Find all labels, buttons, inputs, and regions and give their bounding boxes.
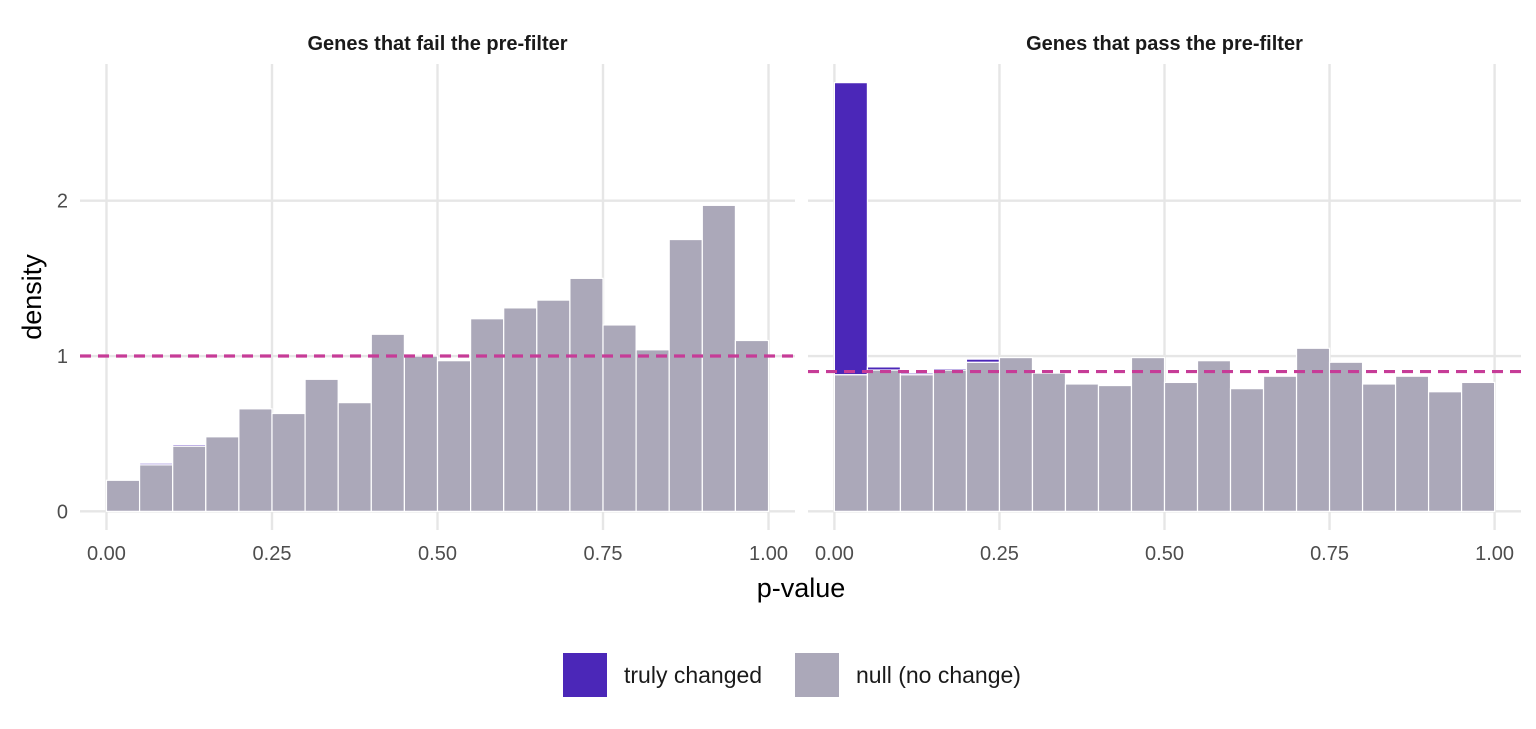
y-axis-title: density bbox=[17, 254, 47, 340]
changed-bar bbox=[932, 367, 968, 371]
x-tick-label: 0.25 bbox=[253, 543, 292, 565]
x-tick-label: 0.50 bbox=[418, 543, 457, 565]
legend-label: truly changed bbox=[624, 662, 762, 688]
changed-bar bbox=[833, 82, 869, 376]
null-bar bbox=[172, 445, 207, 512]
legend-swatch bbox=[563, 653, 607, 697]
null-bar bbox=[734, 339, 770, 512]
null-bar bbox=[370, 333, 405, 512]
null-bar bbox=[668, 238, 703, 512]
changed-bar bbox=[866, 366, 902, 371]
null-bar bbox=[701, 204, 737, 512]
null-bar bbox=[1361, 383, 1397, 512]
y-tick-label: 1 bbox=[57, 346, 68, 368]
null-bar bbox=[965, 361, 1001, 512]
legend-swatch bbox=[795, 653, 839, 697]
null-bar bbox=[205, 436, 240, 512]
x-axis-title: p-value bbox=[757, 573, 846, 603]
x-tick-label: 0.25 bbox=[980, 543, 1019, 565]
null-bar bbox=[1163, 381, 1199, 512]
legend-label: null (no change) bbox=[856, 662, 1021, 688]
null-bar bbox=[1460, 381, 1496, 512]
null-bar bbox=[470, 318, 505, 512]
null-bar bbox=[337, 402, 372, 512]
null-bar bbox=[1031, 372, 1067, 512]
null-bar bbox=[271, 412, 306, 512]
panel-title: Genes that fail the pre-filter bbox=[307, 33, 567, 55]
null-bar bbox=[932, 369, 968, 512]
x-tick-label: 1.00 bbox=[1475, 543, 1514, 565]
x-tick-label: 0.75 bbox=[584, 543, 623, 565]
null-bar bbox=[1229, 388, 1265, 512]
null-bar bbox=[503, 307, 538, 512]
null-bar bbox=[1394, 375, 1430, 512]
null-bar bbox=[635, 349, 670, 512]
y-tick-label: 2 bbox=[57, 191, 68, 213]
null-bar bbox=[138, 464, 174, 512]
null-bar bbox=[1130, 356, 1166, 512]
x-tick-label: 0.00 bbox=[87, 543, 126, 565]
null-bar bbox=[105, 479, 141, 512]
null-bar bbox=[436, 360, 472, 512]
null-bar bbox=[1097, 384, 1133, 512]
null-bar bbox=[304, 378, 339, 512]
null-bar bbox=[238, 408, 273, 512]
null-bar bbox=[998, 356, 1034, 512]
x-tick-label: 0.00 bbox=[815, 543, 854, 565]
null-bar bbox=[536, 299, 571, 512]
changed-bar bbox=[172, 443, 207, 447]
changed-bar bbox=[138, 462, 174, 466]
null-bar bbox=[866, 369, 902, 512]
null-bar bbox=[1328, 361, 1364, 512]
null-bar bbox=[1262, 375, 1298, 512]
changed-bar bbox=[899, 372, 935, 376]
null-bar bbox=[1064, 383, 1100, 512]
y-tick-label: 0 bbox=[57, 501, 68, 523]
x-tick-label: 0.50 bbox=[1145, 543, 1184, 565]
null-bar bbox=[833, 374, 869, 512]
panel-title: Genes that pass the pre-filter bbox=[1026, 33, 1303, 55]
null-bar bbox=[403, 355, 439, 512]
null-bar bbox=[1196, 360, 1232, 512]
null-bar bbox=[899, 374, 935, 512]
null-bar bbox=[602, 324, 637, 512]
null-bar bbox=[1427, 391, 1463, 512]
changed-bar bbox=[965, 358, 1001, 363]
null-bar bbox=[569, 277, 604, 512]
x-tick-label: 1.00 bbox=[749, 543, 788, 565]
x-tick-label: 0.75 bbox=[1310, 543, 1349, 565]
null-bar bbox=[1295, 347, 1331, 512]
